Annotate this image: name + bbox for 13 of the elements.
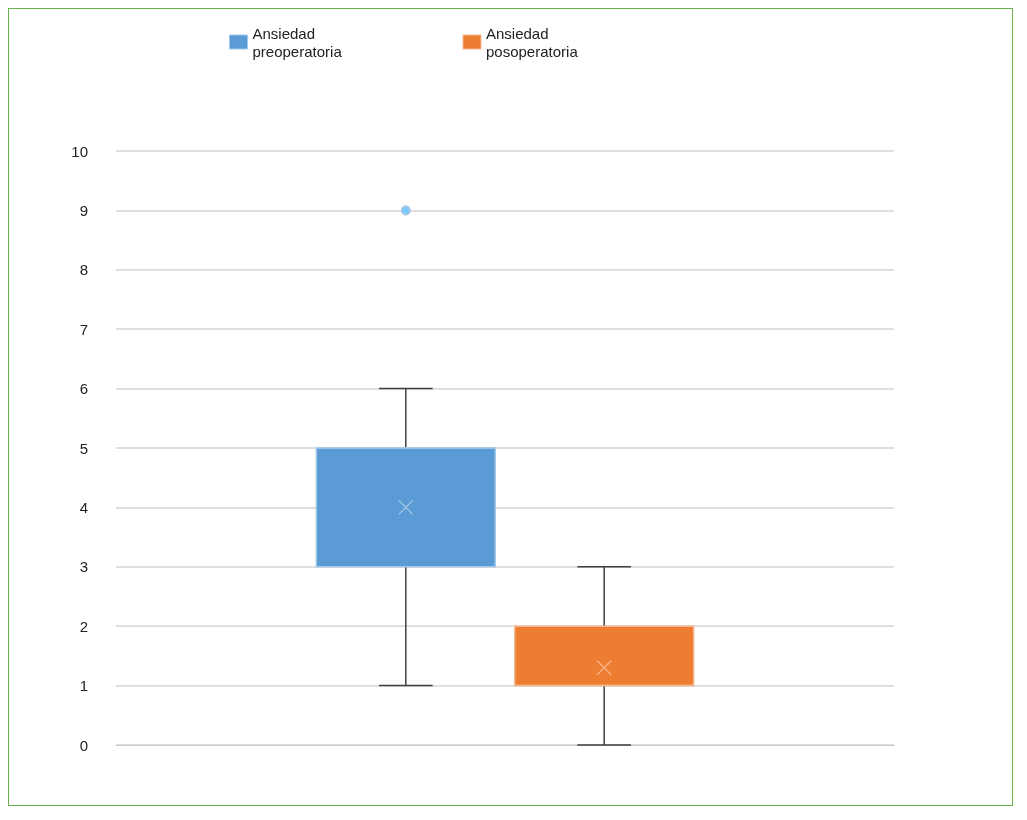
legend-label: Ansiedad preoperatoria (252, 24, 343, 60)
y-tick-label: 8 (79, 261, 88, 279)
y-tick-label: 3 (79, 558, 88, 576)
y-tick-label: 1 (79, 677, 88, 695)
legend-label: Ansiedad posoperatoria (486, 24, 579, 60)
y-tick-label: 6 (79, 380, 88, 398)
y-tick-label: 2 (79, 617, 88, 635)
y-tick-label: 10 (71, 142, 88, 160)
y-tick-label: 0 (79, 736, 88, 754)
y-tick-label: 7 (79, 320, 88, 338)
y-tick-label: 4 (79, 498, 88, 516)
y-tick-label: 5 (79, 439, 88, 457)
y-tick-label: 9 (79, 201, 88, 219)
